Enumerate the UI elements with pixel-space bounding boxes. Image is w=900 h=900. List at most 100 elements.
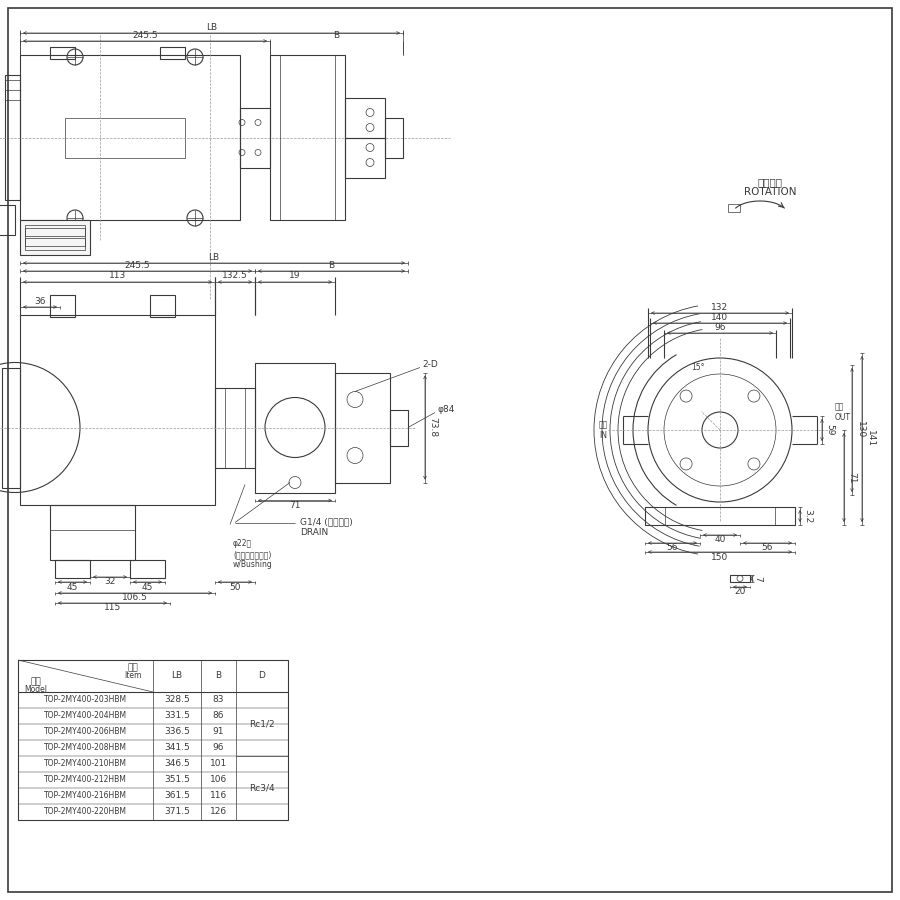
- Bar: [728, 204, 740, 212]
- Text: 56: 56: [761, 544, 773, 553]
- Text: 150: 150: [711, 553, 729, 562]
- Text: LB: LB: [171, 671, 183, 680]
- Text: 101: 101: [210, 760, 227, 769]
- Text: 331.5: 331.5: [164, 712, 190, 721]
- Text: TOP-2MY400-206HBM: TOP-2MY400-206HBM: [44, 727, 127, 736]
- Text: 91: 91: [212, 727, 224, 736]
- Text: 130: 130: [856, 421, 865, 438]
- Text: 328.5: 328.5: [164, 696, 190, 705]
- Text: LB: LB: [206, 23, 217, 32]
- Bar: [50, 47, 75, 59]
- Bar: [255, 363, 335, 492]
- Bar: [2, 367, 20, 488]
- Bar: [25, 228, 85, 236]
- Bar: [20, 220, 90, 255]
- Text: φ84: φ84: [438, 405, 455, 414]
- Text: 59: 59: [825, 424, 834, 436]
- Text: Rc1/2: Rc1/2: [249, 719, 274, 728]
- Text: 15°: 15°: [691, 364, 705, 373]
- Text: TOP-2MY400-208HBM: TOP-2MY400-208HBM: [44, 743, 127, 752]
- Text: G1/4 (ドレン稴)
DRAIN: G1/4 (ドレン稴) DRAIN: [300, 518, 353, 537]
- Text: 71: 71: [289, 501, 301, 510]
- Bar: [130, 560, 165, 578]
- Text: 項目: 項目: [128, 663, 139, 672]
- Text: 回転方向: 回転方向: [758, 177, 782, 187]
- Text: 245.5: 245.5: [125, 262, 150, 271]
- Text: 73.8: 73.8: [428, 418, 437, 437]
- Text: 106: 106: [210, 776, 227, 785]
- Bar: [385, 118, 403, 158]
- Bar: [25, 225, 85, 250]
- Bar: [645, 507, 795, 525]
- Text: LB: LB: [209, 254, 220, 263]
- Bar: [18, 660, 288, 820]
- Bar: [20, 315, 215, 505]
- Text: TOP-2MY400-210HBM: TOP-2MY400-210HBM: [44, 760, 127, 769]
- Bar: [5, 75, 20, 200]
- Text: 71: 71: [848, 472, 857, 483]
- Bar: [160, 47, 185, 59]
- Text: 132.5: 132.5: [222, 272, 248, 281]
- Text: Item: Item: [124, 671, 141, 680]
- Bar: [240, 107, 270, 167]
- Bar: [390, 410, 408, 446]
- Text: φ22稴
(ゴムブッシュ付)
w/Bushing: φ22稴 (ゴムブッシュ付) w/Bushing: [233, 539, 273, 570]
- Bar: [50, 295, 75, 317]
- Bar: [65, 118, 185, 158]
- Bar: [270, 55, 345, 220]
- Text: D: D: [258, 671, 265, 680]
- Bar: [0, 205, 15, 235]
- Bar: [335, 373, 390, 482]
- Text: B: B: [333, 32, 339, 40]
- Text: 346.5: 346.5: [164, 760, 190, 769]
- Text: 106.5: 106.5: [122, 593, 148, 602]
- Text: TOP-2MY400-203HBM: TOP-2MY400-203HBM: [44, 696, 127, 705]
- Text: 115: 115: [104, 604, 122, 613]
- Text: 56: 56: [667, 544, 679, 553]
- Text: TOP-2MY400-220HBM: TOP-2MY400-220HBM: [44, 807, 127, 816]
- Text: 245.5: 245.5: [132, 32, 157, 40]
- Bar: [345, 97, 385, 138]
- Text: 141: 141: [866, 430, 875, 447]
- Text: 86: 86: [212, 712, 224, 721]
- Text: 20: 20: [734, 587, 746, 596]
- Text: 336.5: 336.5: [164, 727, 190, 736]
- Text: 19: 19: [289, 272, 301, 281]
- Text: 7: 7: [753, 576, 762, 581]
- Bar: [55, 560, 90, 578]
- Text: TOP-2MY400-204HBM: TOP-2MY400-204HBM: [44, 712, 127, 721]
- Bar: [730, 575, 750, 582]
- Text: 96: 96: [212, 743, 224, 752]
- Text: 45: 45: [142, 582, 153, 591]
- Bar: [20, 55, 240, 220]
- Text: TOP-2MY400-212HBM: TOP-2MY400-212HBM: [44, 776, 127, 785]
- Text: 140: 140: [711, 313, 729, 322]
- Text: 2-D: 2-D: [422, 360, 437, 369]
- Text: Model: Model: [24, 685, 48, 694]
- Text: 116: 116: [210, 791, 227, 800]
- Bar: [345, 138, 385, 177]
- Bar: [775, 507, 795, 525]
- Text: 351.5: 351.5: [164, 776, 190, 785]
- Text: 341.5: 341.5: [164, 743, 190, 752]
- Text: 132: 132: [711, 303, 729, 312]
- Text: 40: 40: [715, 536, 725, 544]
- Text: 126: 126: [210, 807, 227, 816]
- Bar: [645, 507, 665, 525]
- Text: 50: 50: [230, 582, 241, 591]
- Text: 45: 45: [67, 582, 78, 591]
- Bar: [50, 505, 135, 560]
- Text: ROTATION: ROTATION: [743, 187, 796, 197]
- Text: 36: 36: [34, 298, 46, 307]
- Bar: [150, 295, 175, 317]
- Text: 吐出
OUT: 吐出 OUT: [835, 402, 851, 422]
- Bar: [25, 238, 85, 246]
- Text: 83: 83: [212, 696, 224, 705]
- Text: 371.5: 371.5: [164, 807, 190, 816]
- Text: 吸入
IN: 吸入 IN: [598, 420, 608, 440]
- Text: B: B: [215, 671, 221, 680]
- Text: Rc3/4: Rc3/4: [249, 784, 274, 793]
- Text: 32: 32: [104, 578, 116, 587]
- Text: 361.5: 361.5: [164, 791, 190, 800]
- Bar: [215, 388, 255, 467]
